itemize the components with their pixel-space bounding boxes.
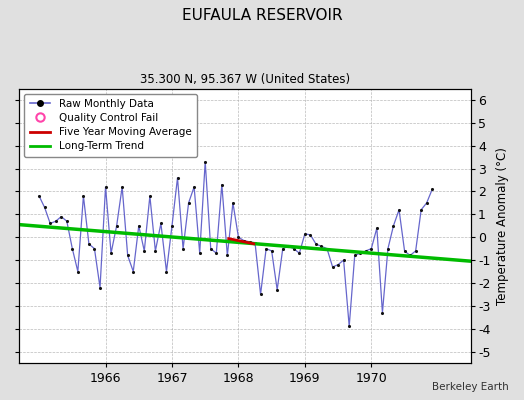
Point xyxy=(334,262,342,268)
Point xyxy=(295,250,303,256)
Point xyxy=(157,220,165,227)
Point xyxy=(301,230,309,237)
Point xyxy=(217,182,226,188)
Point xyxy=(140,248,148,254)
Point xyxy=(146,193,154,199)
Point xyxy=(411,248,420,254)
Point xyxy=(279,246,287,252)
Point xyxy=(162,268,171,275)
Point xyxy=(367,246,376,252)
Point xyxy=(245,238,254,245)
Point xyxy=(345,323,353,330)
Point xyxy=(35,193,43,199)
Point xyxy=(428,186,436,192)
Point xyxy=(135,222,143,229)
Point xyxy=(190,184,198,190)
Point xyxy=(240,238,248,244)
Point xyxy=(40,204,49,211)
Point xyxy=(51,218,60,224)
Point xyxy=(323,246,331,252)
Point xyxy=(201,158,210,165)
Point xyxy=(312,241,320,247)
Point xyxy=(229,200,237,206)
Point xyxy=(417,206,425,213)
Point xyxy=(273,286,281,293)
Point xyxy=(422,200,431,206)
Point xyxy=(74,268,82,275)
Point xyxy=(96,284,104,291)
Point xyxy=(318,243,326,250)
Point xyxy=(256,291,265,298)
Point xyxy=(373,225,381,231)
Point xyxy=(306,232,314,238)
Point xyxy=(118,184,126,190)
Point xyxy=(362,248,370,254)
Point xyxy=(400,248,409,254)
Point xyxy=(267,248,276,254)
Point xyxy=(262,246,270,252)
Point xyxy=(195,250,204,256)
Point xyxy=(251,240,259,246)
Point xyxy=(179,246,187,252)
Point xyxy=(389,222,398,229)
Legend: Raw Monthly Data, Quality Control Fail, Five Year Moving Average, Long-Term Tren: Raw Monthly Data, Quality Control Fail, … xyxy=(25,94,196,157)
Point xyxy=(378,310,387,316)
Title: 35.300 N, 95.367 W (United States): 35.300 N, 95.367 W (United States) xyxy=(140,73,350,86)
Text: EUFAULA RESERVOIR: EUFAULA RESERVOIR xyxy=(182,8,342,23)
Point xyxy=(184,200,193,206)
Y-axis label: Temperature Anomaly (°C): Temperature Anomaly (°C) xyxy=(496,147,509,305)
Point xyxy=(406,252,414,259)
Point xyxy=(173,174,182,181)
Point xyxy=(395,206,403,213)
Point xyxy=(85,241,93,247)
Point xyxy=(107,250,115,256)
Point xyxy=(151,248,160,254)
Point xyxy=(168,222,176,229)
Point xyxy=(129,268,137,275)
Point xyxy=(62,218,71,224)
Point xyxy=(290,246,298,252)
Point xyxy=(384,246,392,252)
Point xyxy=(223,252,232,259)
Point xyxy=(57,214,66,220)
Point xyxy=(212,250,221,256)
Point xyxy=(101,184,110,190)
Point xyxy=(90,246,99,252)
Point xyxy=(79,193,88,199)
Point xyxy=(351,252,359,259)
Point xyxy=(68,246,77,252)
Point xyxy=(124,252,132,259)
Point xyxy=(356,250,364,256)
Point xyxy=(329,264,337,270)
Text: Berkeley Earth: Berkeley Earth xyxy=(432,382,508,392)
Point xyxy=(46,220,54,227)
Point xyxy=(340,257,348,263)
Point xyxy=(234,234,243,240)
Point xyxy=(206,246,215,252)
Point xyxy=(284,243,292,250)
Point xyxy=(113,222,121,229)
